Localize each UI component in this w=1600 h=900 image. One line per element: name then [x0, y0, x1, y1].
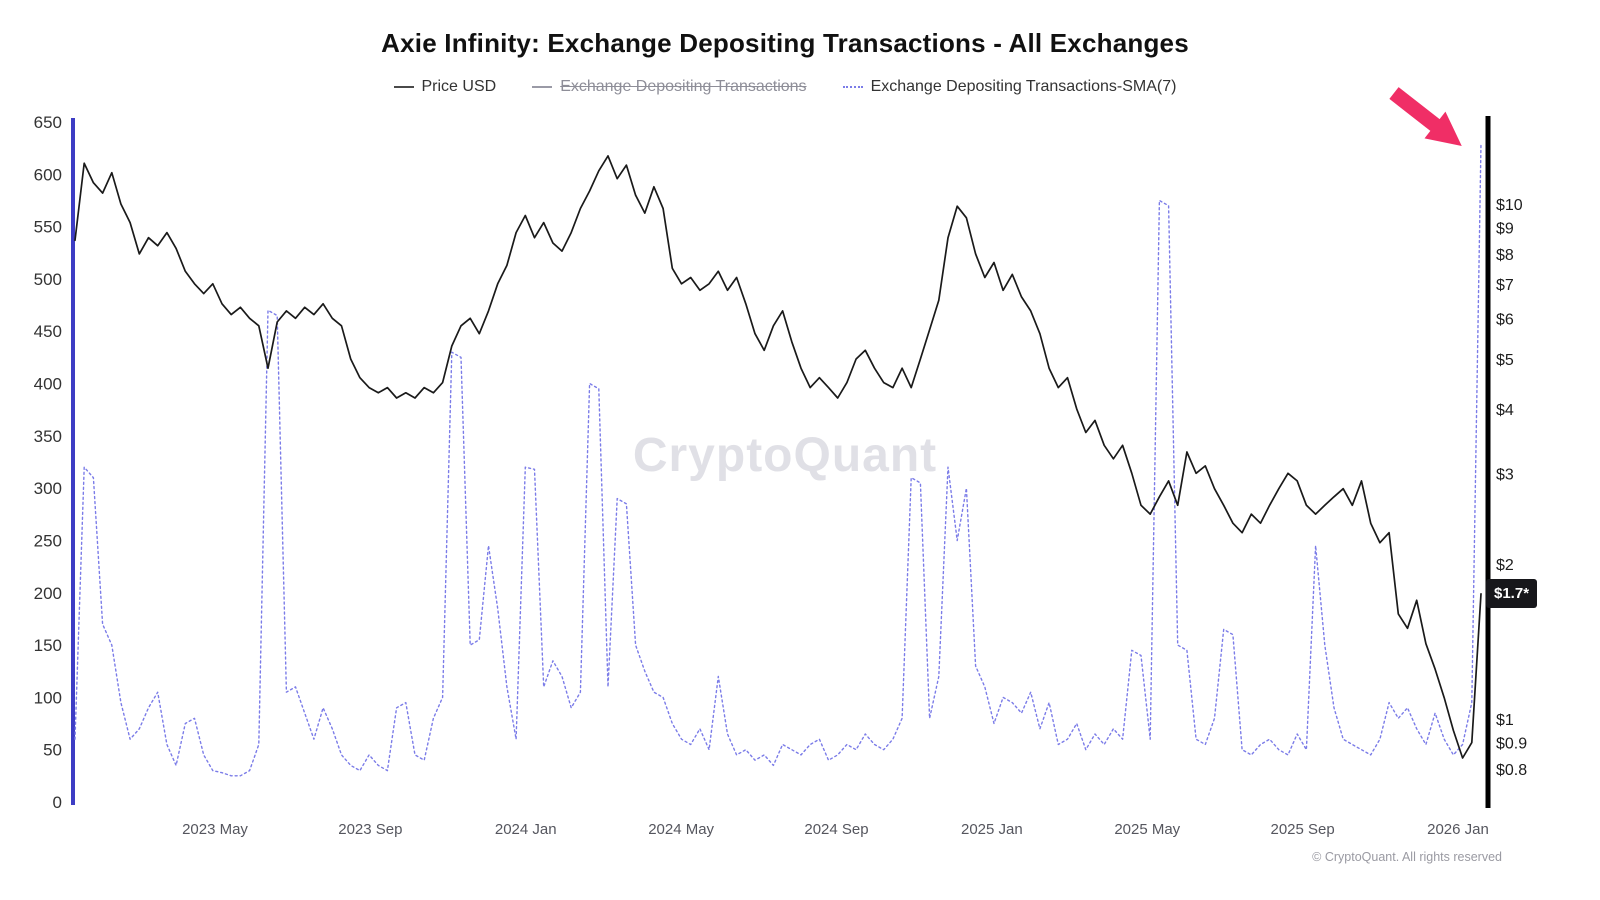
- legend-label-depositing-transactions: Exchange Depositing Transactions: [560, 78, 807, 95]
- svg-text:600: 600: [34, 165, 62, 184]
- svg-text:0: 0: [53, 793, 62, 812]
- svg-text:$8: $8: [1496, 247, 1514, 264]
- svg-text:2024 Sep: 2024 Sep: [804, 821, 868, 838]
- cryptoquant-watermark: CryptoQuant: [632, 429, 938, 482]
- legend-label-price-usd: Price USD: [421, 78, 497, 95]
- svg-text:400: 400: [34, 375, 62, 394]
- depositing-transactions-line-swatch: [532, 86, 553, 88]
- svg-text:2025 Jan: 2025 Jan: [961, 821, 1023, 838]
- svg-text:$0.9: $0.9: [1496, 736, 1527, 753]
- svg-text:250: 250: [34, 531, 62, 550]
- svg-text:$5: $5: [1496, 352, 1514, 369]
- price-line-swatch: [393, 86, 414, 88]
- svg-text:2024 Jan: 2024 Jan: [495, 821, 557, 838]
- svg-text:50: 50: [43, 741, 62, 760]
- svg-text:2023 May: 2023 May: [182, 821, 248, 838]
- legend-label-depositing-transactions-sma7: Exchange Depositing Transactions-SMA(7): [870, 78, 1177, 95]
- sma7-line: [74, 142, 1482, 777]
- svg-text:2025 May: 2025 May: [1114, 821, 1180, 838]
- left-axis-ticks: 0 50 100 150 200 250 300 350 400 450 500 550 600 650: [34, 113, 62, 812]
- svg-text:2026 Jan: 2026 Jan: [1427, 821, 1489, 838]
- copyright-notice: © CryptoQuant. All rights reserved: [1312, 850, 1502, 864]
- svg-text:100: 100: [34, 688, 62, 707]
- svg-text:2025 Sep: 2025 Sep: [1271, 821, 1335, 838]
- svg-text:200: 200: [34, 584, 62, 603]
- legend-item-depositing-transactions[interactable]: Exchange Depositing Transactions: [532, 78, 807, 96]
- svg-text:$4: $4: [1496, 402, 1514, 419]
- svg-text:$2: $2: [1496, 557, 1514, 574]
- svg-text:650: 650: [34, 113, 62, 132]
- svg-text:300: 300: [34, 479, 62, 498]
- right-axis-ticks: $10 $9 $8 $7 $6 $5 $4 $3 $2 $1 $0.9 $0.8: [1496, 197, 1527, 779]
- svg-text:$1: $1: [1496, 712, 1514, 729]
- svg-text:$7: $7: [1496, 277, 1514, 294]
- x-axis-labels: 2023 May 2023 Sep 2024 Jan 2024 May 2024 Sep…: [182, 821, 1489, 838]
- svg-text:$9: $9: [1496, 221, 1514, 238]
- svg-text:$0.8: $0.8: [1496, 762, 1527, 779]
- svg-text:550: 550: [34, 218, 62, 237]
- chart-title: Axie Infinity: Exchange Depositing Trans…: [381, 28, 1189, 58]
- svg-text:2024 May: 2024 May: [648, 821, 714, 838]
- svg-text:150: 150: [34, 636, 62, 655]
- depositing-transactions-sma7-line-swatch: [842, 86, 863, 88]
- legend: Price USD Exchange Depositing Transactio…: [0, 78, 1570, 96]
- last-price-label: $1.7*: [1486, 579, 1538, 608]
- legend-item-depositing-transactions-sma7[interactable]: Exchange Depositing Transactions-SMA(7): [842, 78, 1177, 96]
- legend-item-price-usd[interactable]: Price USD: [393, 78, 497, 96]
- svg-text:350: 350: [34, 427, 62, 446]
- svg-text:$6: $6: [1496, 311, 1514, 328]
- svg-text:2023 Sep: 2023 Sep: [338, 821, 402, 838]
- svg-text:$10: $10: [1496, 197, 1523, 214]
- svg-text:500: 500: [34, 270, 62, 289]
- svg-text:$3: $3: [1496, 466, 1514, 483]
- price-line: [74, 155, 1482, 759]
- svg-text:450: 450: [34, 322, 62, 341]
- annotation-arrow-icon: [1389, 87, 1462, 146]
